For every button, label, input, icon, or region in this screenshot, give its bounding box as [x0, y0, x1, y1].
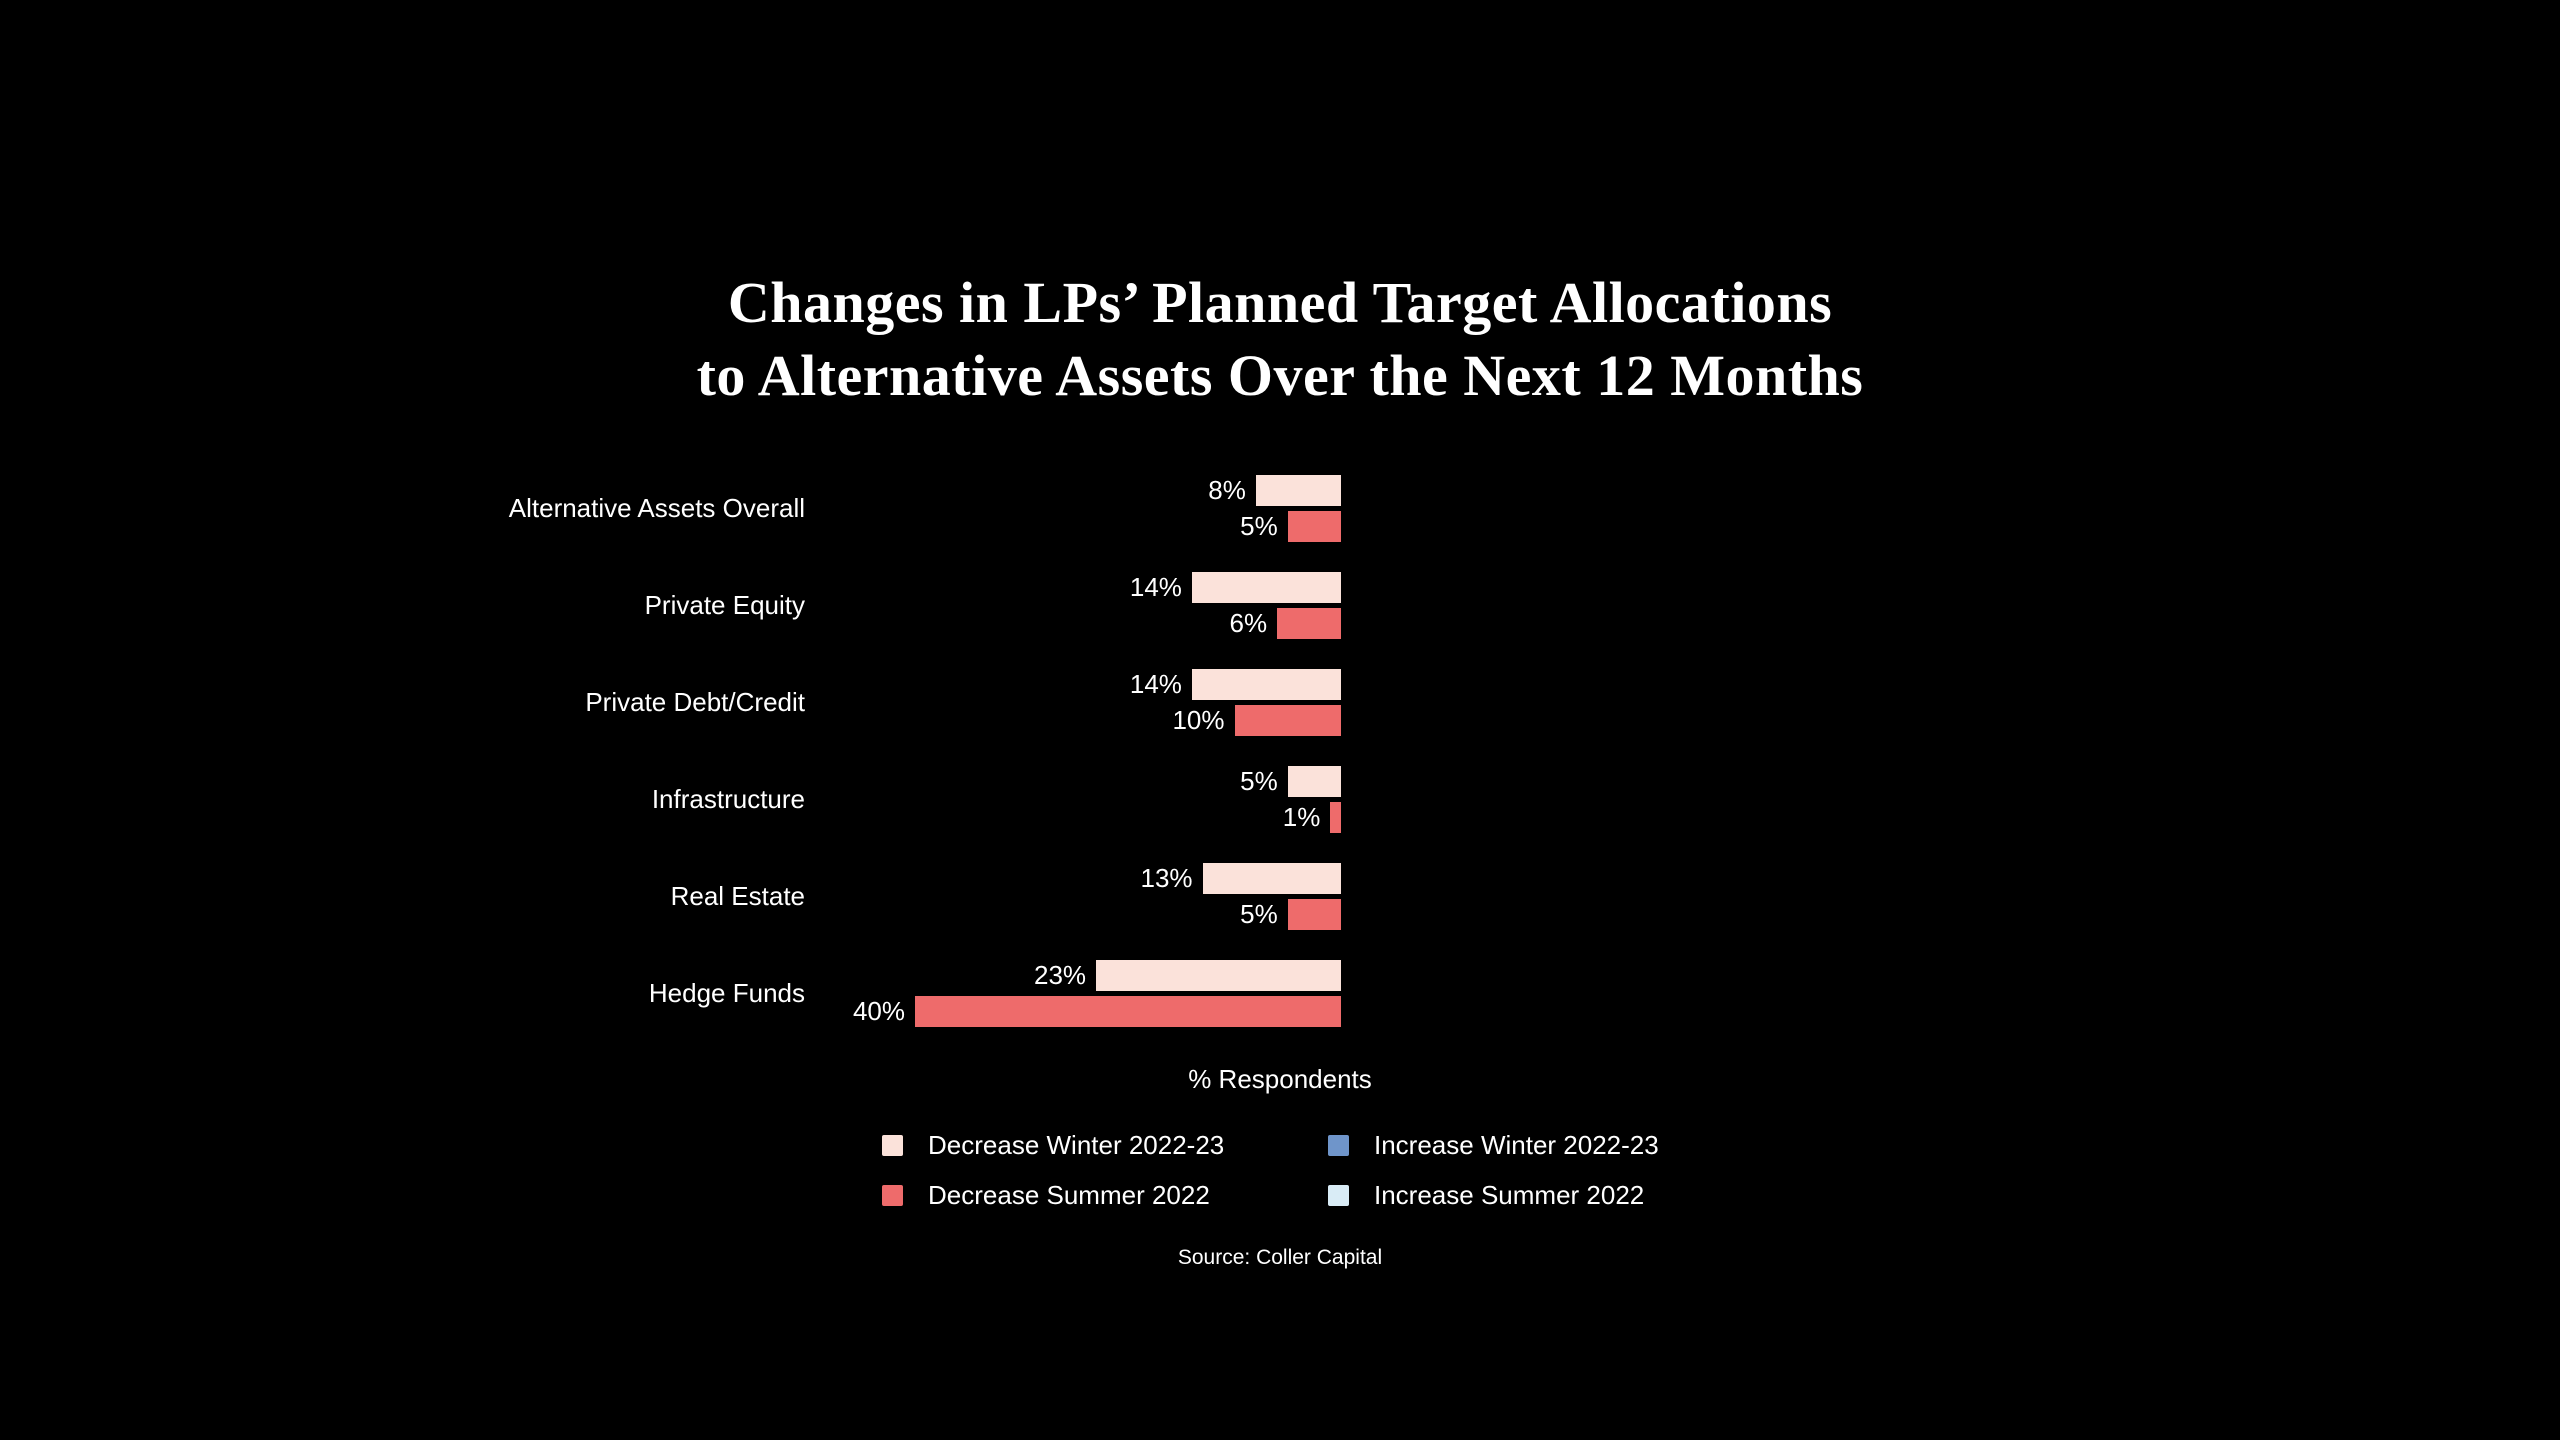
bar [1330, 802, 1341, 833]
chart-row: Private Equity 14% 6% [0, 557, 1341, 654]
bar-value-label: 6% [1229, 608, 1268, 638]
legend-swatch [882, 1184, 903, 1206]
legend: Decrease Winter 2022-23 Decrease Summer 2… [882, 1120, 1659, 1220]
bar-value-label: 13% [1140, 863, 1193, 893]
bar-line: 5% [1240, 899, 1341, 930]
bar-line: 23% [1034, 960, 1341, 991]
chart-title: Changes in LPs’ Planned Target Allocatio… [0, 266, 2560, 412]
bar-line: 6% [1230, 608, 1341, 639]
chart-row: Infrastructure 5% 1% [0, 751, 1341, 848]
legend-swatch [882, 1134, 903, 1156]
bar-line: 5% [1240, 766, 1341, 797]
bar [1191, 669, 1341, 700]
category-label: Real Estate [670, 880, 805, 911]
bar-chart: Alternative Assets Overall 8% 5% Private Eq… [0, 460, 1341, 1042]
bar [1255, 475, 1341, 506]
legend-label: Increase Summer 2022 [1374, 1179, 1645, 1210]
bar-line: 14% [1130, 572, 1341, 603]
bar-line: 10% [1172, 705, 1341, 736]
bar [1287, 766, 1341, 797]
bar-group: 8% 5% [805, 475, 1341, 542]
bar-value-label: 14% [1129, 669, 1182, 699]
bar-group: 5% 1% [805, 766, 1341, 833]
legend-label: Decrease Winter 2022-23 [928, 1129, 1225, 1160]
bar-value-label: 5% [1240, 899, 1278, 929]
bar-value-label: 10% [1172, 705, 1225, 735]
bar-line: 5% [1240, 511, 1341, 542]
bar-line: 1% [1283, 802, 1341, 833]
bar-group: 14% 10% [805, 669, 1341, 736]
bar-value-label: 14% [1129, 572, 1182, 602]
bar-value-label: 23% [1034, 960, 1087, 990]
chart-row: Private Debt/Credit 14% 10% [0, 654, 1341, 751]
bar-line: 8% [1208, 475, 1341, 506]
bar-value-label: 8% [1208, 475, 1246, 505]
bar [1287, 511, 1341, 542]
chart-row: Real Estate 13% 5% [0, 848, 1341, 945]
bar [1234, 705, 1341, 736]
legend-item: Decrease Winter 2022-23 [882, 1120, 1328, 1170]
category-label: Hedge Funds [648, 977, 805, 1008]
category-label: Infrastructure [651, 783, 805, 814]
bar [915, 996, 1341, 1027]
bar-group: 13% 5% [805, 863, 1341, 930]
legend-label: Decrease Summer 2022 [928, 1179, 1210, 1210]
legend-swatch [1328, 1134, 1349, 1156]
legend-item: Increase Winter 2022-23 [1328, 1120, 1659, 1170]
bar-group: 14% 6% [805, 572, 1341, 639]
category-label: Private Debt/Credit [585, 686, 805, 717]
chart-title-line2: to Alternative Assets Over the Next 12 M… [696, 343, 1864, 408]
x-axis-label: % Respondents [1188, 1064, 1372, 1094]
legend-swatch [1328, 1184, 1349, 1206]
source-note: Source: Coller Capital [1177, 1246, 1383, 1269]
bar [1277, 608, 1341, 639]
bar-line: 14% [1130, 669, 1341, 700]
legend-item: Increase Summer 2022 [1328, 1170, 1659, 1220]
bar [1096, 960, 1341, 991]
bar [1287, 899, 1341, 930]
bar [1191, 572, 1341, 603]
bar-line: 13% [1141, 863, 1341, 894]
bar-line: 40% [853, 996, 1341, 1027]
bar-group: 23% 40% [805, 960, 1341, 1027]
category-label: Private Equity [644, 589, 805, 620]
bar-value-label: 40% [852, 996, 905, 1026]
legend-label: Increase Winter 2022-23 [1374, 1129, 1659, 1160]
category-label: Alternative Assets Overall [508, 492, 805, 523]
chart-title-line1: Changes in LPs’ Planned Target Allocatio… [727, 270, 1833, 335]
bar-value-label: 1% [1282, 802, 1321, 832]
chart-row: Hedge Funds 23% 40% [0, 945, 1341, 1042]
chart-row: Alternative Assets Overall 8% 5% [0, 460, 1341, 557]
bar-value-label: 5% [1240, 511, 1278, 541]
bar-value-label: 5% [1240, 766, 1278, 796]
legend-item: Decrease Summer 2022 [882, 1170, 1328, 1220]
bar [1202, 863, 1341, 894]
